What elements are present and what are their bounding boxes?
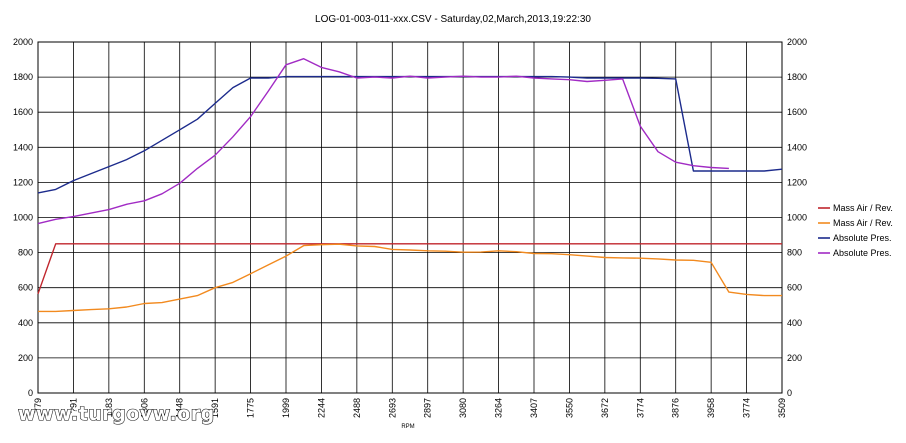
grid: [37, 41, 783, 394]
series-line: [38, 243, 782, 313]
y-tick-label-left: 1800: [13, 72, 33, 82]
x-tick-label: 3672: [600, 398, 610, 418]
y-tick-label-left: 800: [18, 248, 33, 258]
y-tick-label-right: 1000: [787, 213, 807, 223]
y-tick-label-right: 1600: [787, 107, 807, 117]
x-tick-label: 3264: [494, 398, 504, 418]
y-tick-label-left: 600: [18, 283, 33, 293]
y-tick-label-right: 200: [787, 353, 802, 363]
watermark-text: www.turgovw.org: [18, 403, 215, 425]
y-tick-label-right: 0: [787, 388, 792, 398]
series-lines: [37, 58, 783, 313]
x-tick-label: 2488: [352, 398, 362, 418]
x-tick-label: 3080: [458, 398, 468, 418]
y-tick-label-right: 600: [787, 283, 802, 293]
y-tick-label-left: 1400: [13, 142, 33, 152]
x-tick-label: 3509: [777, 398, 787, 418]
y-tick-label-left: 1000: [13, 213, 33, 223]
y-tick-label-right: 800: [787, 248, 802, 258]
x-tick-label: 1775: [246, 398, 256, 418]
x-tick-label: 2244: [316, 398, 326, 418]
x-tick-label: 3958: [706, 398, 716, 418]
x-tick-label: 3550: [564, 398, 574, 418]
y-tick-label-left: 1200: [13, 177, 33, 187]
legend-label: Mass Air / Rev.: [833, 203, 893, 213]
x-tick-label: 1448: [175, 398, 185, 418]
series-line: [37, 58, 729, 225]
x-tick-label: 1306: [139, 398, 149, 418]
y-tick-label-right: 2000: [787, 37, 807, 47]
legend: Mass Air / Rev. Mass Air / Rev. Absolute P…: [818, 203, 893, 258]
x-tick-label: 2693: [387, 398, 397, 418]
series-line: [37, 243, 782, 295]
x-tick-label: 1591: [210, 398, 220, 418]
x-axis: 779 ?91 1183 1306 1448 1591 1775 1999 2244 2488 26…: [33, 398, 787, 418]
x-tick-label: 3774: [635, 398, 645, 418]
y-axis-right: 0 200 400 600 800 1000 1200 1400 1600 1800 2000: [787, 37, 807, 398]
legend-label: Mass Air / Rev.: [833, 218, 893, 228]
series-line: [37, 75, 783, 194]
y-tick-label-right: 1800: [787, 72, 807, 82]
y-tick-label-left: 2000: [13, 37, 33, 47]
y-tick-label-right: 1400: [787, 142, 807, 152]
y-tick-label-left: 400: [18, 318, 33, 328]
chart-title: LOG-01-003-011-xxx.CSV - Saturday,02,Mar…: [315, 14, 591, 25]
x-tick-label: 1999: [281, 398, 291, 418]
x-tick-label: ?91: [68, 398, 78, 413]
y-tick-label-left: 200: [18, 353, 33, 363]
y-tick-label-right: 1200: [787, 177, 807, 187]
y-tick-label-right: 400: [787, 318, 802, 328]
x-tick-label: 3876: [671, 398, 681, 418]
y-axis-left: 0 200 400 600 800 1000 1200 1400 1600 1800 2000: [13, 37, 33, 398]
legend-label: Absolute Pres.: [833, 248, 892, 258]
x-tick-label: 3407: [529, 398, 539, 418]
x-tick-label: 3774: [742, 398, 752, 418]
x-axis-label: RPM: [401, 424, 414, 430]
x-tick-label: 1183: [104, 398, 114, 417]
legend-label: Absolute Pres.: [833, 233, 892, 243]
y-tick-label-left: 1600: [13, 107, 33, 117]
x-tick-label: 2897: [423, 398, 433, 418]
y-tick-label-left: 0: [28, 388, 33, 398]
x-tick-label: 779: [33, 398, 43, 413]
